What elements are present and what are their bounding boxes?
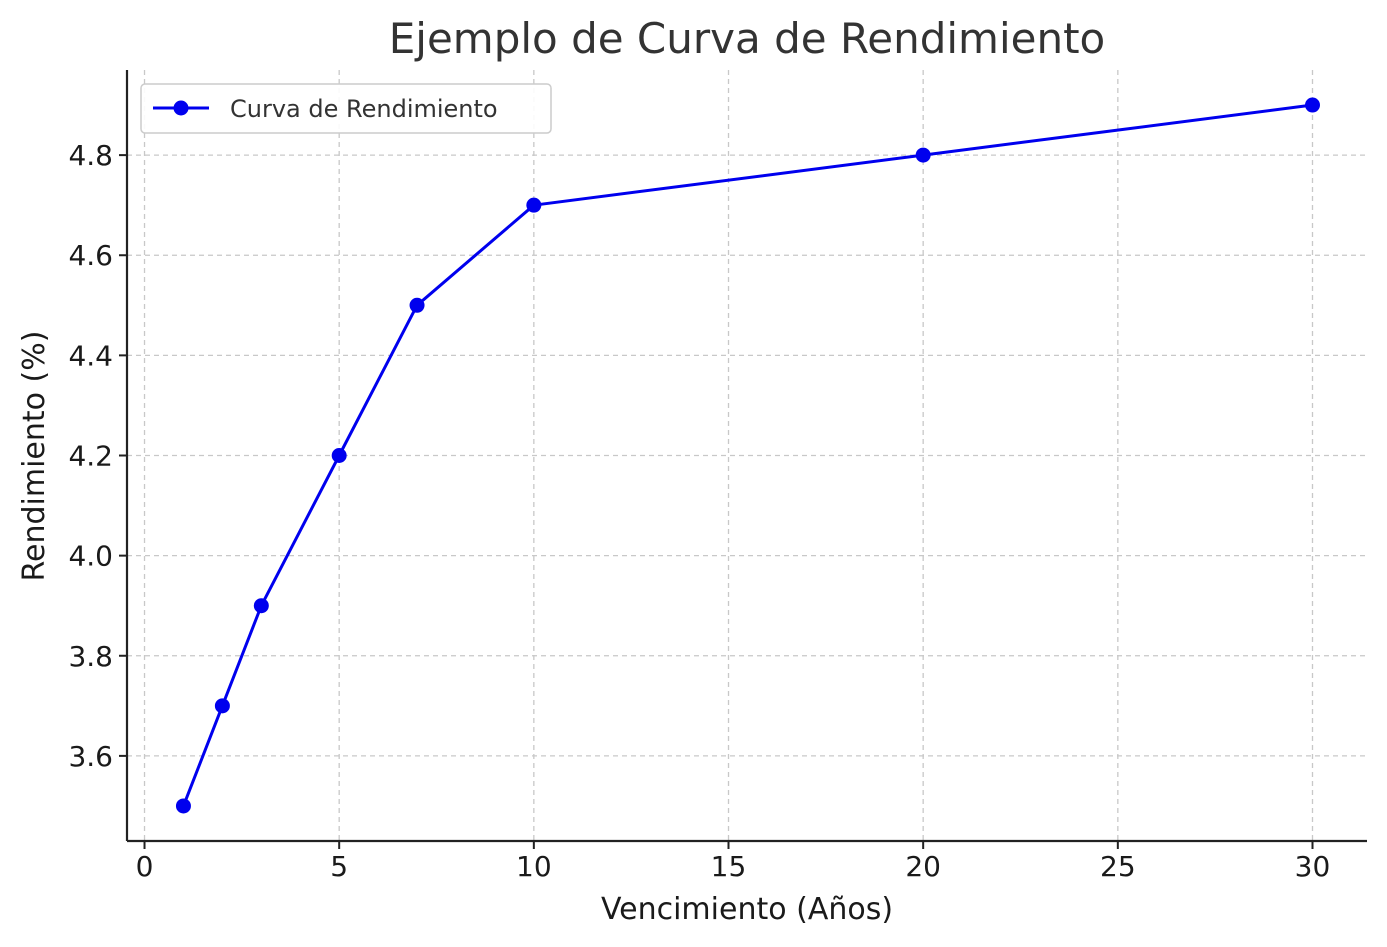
- x-tick-label: 15: [711, 850, 747, 883]
- x-tick-label: 10: [516, 850, 552, 883]
- data-point: [253, 598, 269, 614]
- grid-lines: [127, 70, 1367, 841]
- data-point: [1304, 97, 1320, 113]
- data-point: [214, 698, 230, 714]
- data-point: [526, 197, 542, 213]
- chart-title: Ejemplo de Curva de Rendimiento: [389, 14, 1105, 63]
- data-point: [915, 147, 931, 163]
- y-tick-label: 3.6: [68, 740, 113, 773]
- series-layer: [175, 97, 1320, 814]
- data-point: [331, 448, 347, 463]
- legend-box: [140, 83, 552, 134]
- y-axis-ticks: 3.6 3.8 4.0 4.2 4.4 4.6 4.8: [68, 139, 127, 773]
- x-tick-label: 5: [330, 850, 348, 883]
- data-point: [175, 798, 191, 814]
- legend-marker-sample: [173, 100, 189, 116]
- legend: Curva de Rendimiento: [140, 83, 552, 134]
- x-tick-label: 20: [905, 850, 941, 883]
- data-point: [409, 297, 425, 313]
- x-tick-label: 0: [136, 850, 154, 883]
- y-tick-label: 4.2: [68, 440, 113, 473]
- series-line: [182, 103, 1313, 807]
- y-tick-label: 4.4: [68, 339, 113, 372]
- x-tick-label: 25: [1100, 850, 1136, 883]
- x-axis-label: Vencimiento (Años): [601, 892, 893, 927]
- y-tick-label: 3.8: [68, 640, 113, 673]
- y-axis-label: Rendimiento (%): [17, 331, 52, 582]
- x-axis-ticks: 0 5 10 15 20 25 30: [136, 841, 1331, 883]
- y-tick-label: 4.6: [68, 239, 113, 272]
- y-tick-label: 4.0: [68, 540, 113, 573]
- x-tick-label: 30: [1295, 850, 1331, 883]
- y-tick-label: 4.8: [68, 139, 113, 172]
- legend-entry-label: Curva de Rendimiento: [230, 95, 498, 123]
